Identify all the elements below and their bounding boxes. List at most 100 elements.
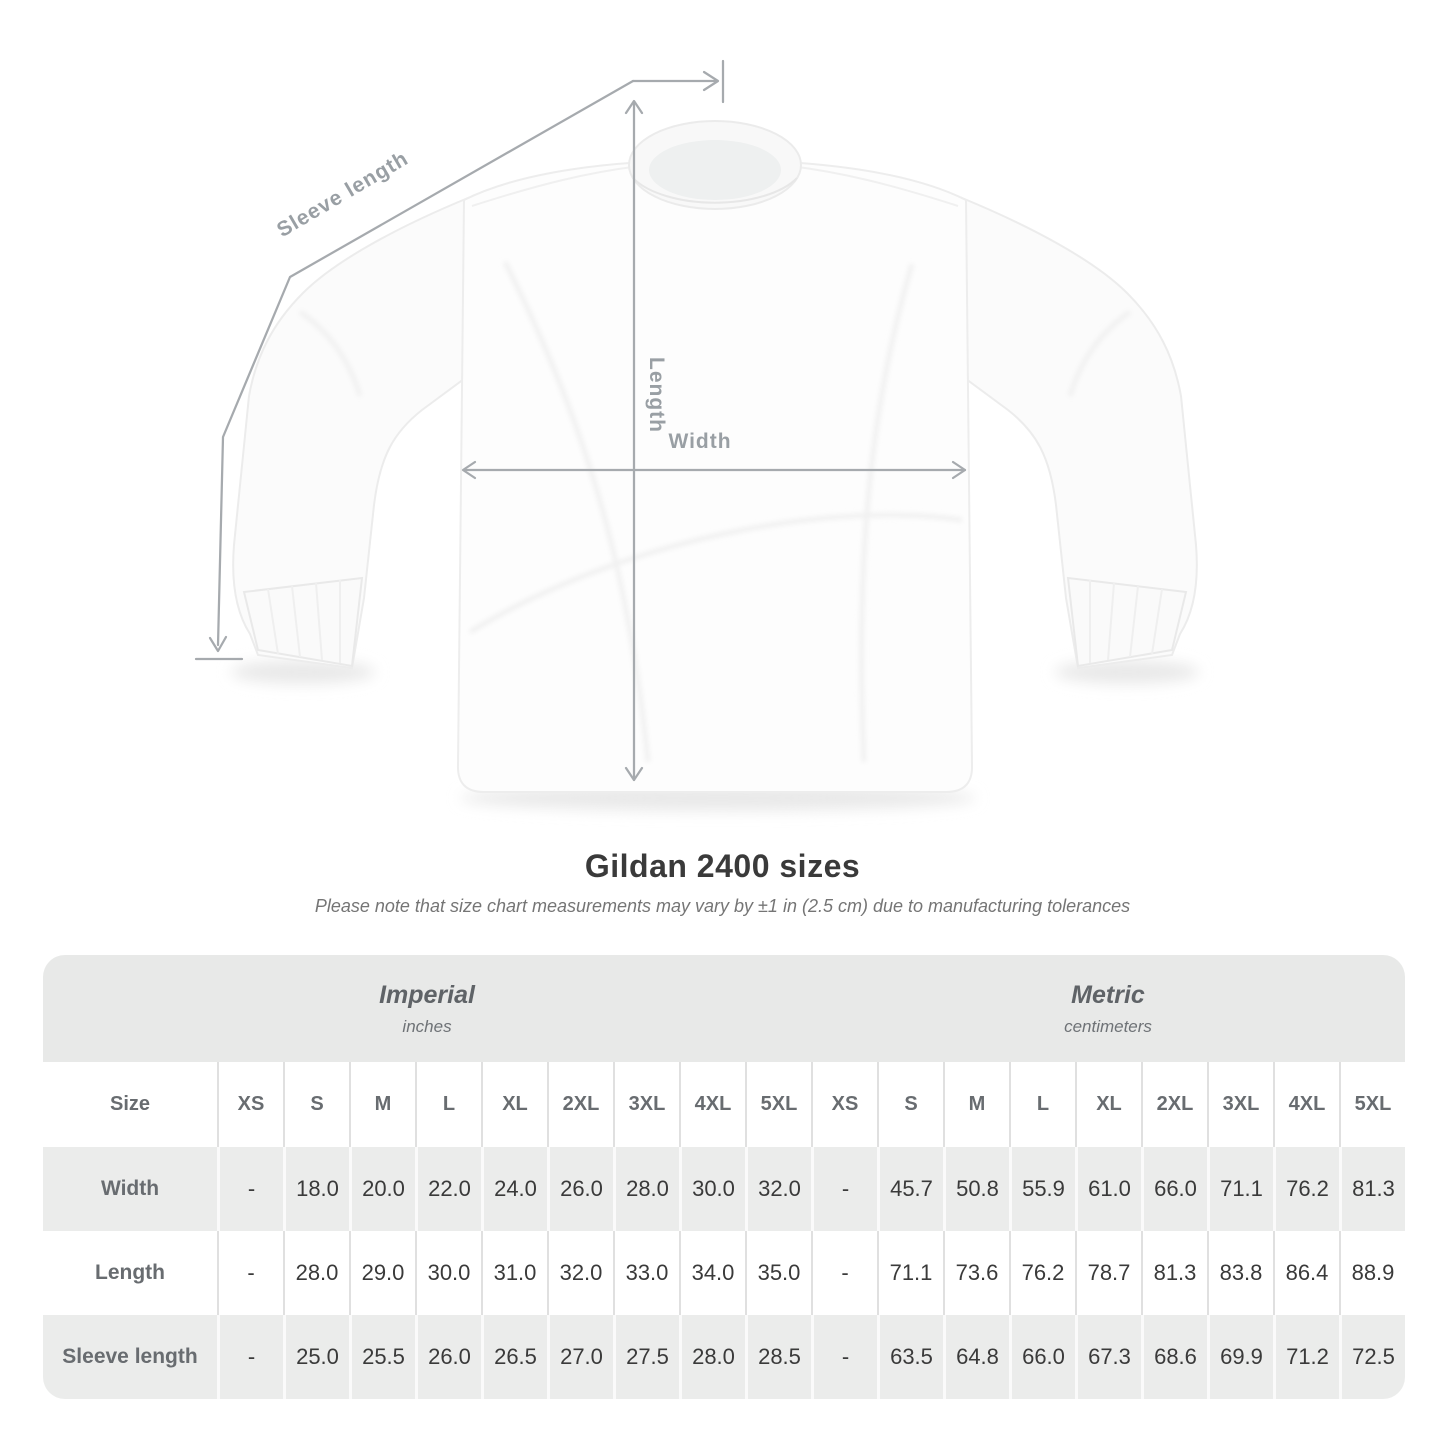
value-cell: 29.0 (349, 1231, 415, 1315)
right-cuff-ribs (1089, 580, 1163, 663)
value-cell: 66.0 (1009, 1315, 1075, 1399)
value-cell: 28.0 (613, 1147, 679, 1231)
right-cuff (1066, 576, 1188, 668)
collar (628, 120, 802, 210)
left-cuff-ribs (267, 580, 341, 663)
size-col-header: XL (1075, 1062, 1141, 1147)
value-cell: 88.9 (1339, 1231, 1405, 1315)
value-cell: 68.6 (1141, 1315, 1207, 1399)
size-col-header: M (349, 1062, 415, 1147)
left-cuff (242, 576, 364, 668)
value-cell: 22.0 (415, 1147, 481, 1231)
value-cell: - (217, 1147, 283, 1231)
neck-opening (649, 140, 781, 200)
value-cell: 27.0 (547, 1315, 613, 1399)
value-cell: 26.0 (415, 1315, 481, 1399)
row-label: Sleeve length (43, 1315, 217, 1399)
value-cell: - (217, 1231, 283, 1315)
value-cell: 24.0 (481, 1147, 547, 1231)
width-measure-line (461, 460, 967, 480)
value-cell: 30.0 (415, 1231, 481, 1315)
sleeve-length-measure-line (194, 59, 725, 661)
value-cell: 71.1 (1207, 1147, 1273, 1231)
size-col-header: 2XL (547, 1062, 613, 1147)
size-col-header: XS (811, 1062, 877, 1147)
value-cell: 71.1 (877, 1231, 943, 1315)
shirt-body (456, 158, 974, 793)
size-col-header: L (1009, 1062, 1075, 1147)
size-col-header: 4XL (1273, 1062, 1339, 1147)
size-col-header: 4XL (679, 1062, 745, 1147)
shirt-measurement-diagram: Sleeve length Length Width (194, 59, 1199, 811)
value-cell: 67.3 (1075, 1315, 1141, 1399)
left-sleeve (232, 196, 469, 670)
value-cell: 35.0 (745, 1231, 811, 1315)
length-label: Length (645, 357, 668, 433)
size-table: Imperial inches Metric centimeters Size XS S M L… (43, 955, 1405, 1399)
size-col-header: M (943, 1062, 1009, 1147)
value-cell: 31.0 (481, 1231, 547, 1315)
size-col-header: XL (481, 1062, 547, 1147)
value-cell: 20.0 (349, 1147, 415, 1231)
shoulder-seams (471, 165, 959, 207)
value-cell: - (217, 1315, 283, 1399)
value-cell: 28.5 (745, 1315, 811, 1399)
value-cell: 83.8 (1207, 1231, 1273, 1315)
size-col-header: XS (217, 1062, 283, 1147)
length-measure-line (624, 99, 644, 782)
value-cell: 32.0 (745, 1147, 811, 1231)
size-col-header: S (283, 1062, 349, 1147)
value-cell: 71.2 (1273, 1315, 1339, 1399)
value-cell: 26.5 (481, 1315, 547, 1399)
value-cell: 50.8 (943, 1147, 1009, 1231)
fabric-folds (298, 260, 1132, 763)
value-cell: 25.0 (283, 1315, 349, 1399)
value-cell: 61.0 (1075, 1147, 1141, 1231)
size-col-header: 2XL (1141, 1062, 1207, 1147)
value-cell: 27.5 (613, 1315, 679, 1399)
value-cell: 81.3 (1141, 1231, 1207, 1315)
right-sleeve (961, 196, 1198, 670)
value-cell: 55.9 (1009, 1147, 1075, 1231)
value-cell: 81.3 (1339, 1147, 1405, 1231)
unit-group-unit: inches (402, 1016, 452, 1036)
value-cell: 28.0 (283, 1231, 349, 1315)
value-cell: 25.5 (349, 1315, 415, 1399)
unit-group-name: Metric (1071, 980, 1145, 1009)
value-cell: 33.0 (613, 1231, 679, 1315)
unit-group-name: Imperial (379, 980, 475, 1009)
value-cell: 30.0 (679, 1147, 745, 1231)
unit-group-imperial: Imperial inches (43, 955, 811, 1062)
width-label: Width (668, 430, 731, 453)
value-cell: 66.0 (1141, 1147, 1207, 1231)
row-label: Length (43, 1231, 217, 1315)
size-header-label: Size (43, 1062, 217, 1147)
value-cell: 26.0 (547, 1147, 613, 1231)
value-cell: 78.7 (1075, 1231, 1141, 1315)
value-cell: 32.0 (547, 1231, 613, 1315)
page-title: Gildan 2400 sizes (584, 848, 861, 884)
value-cell: 73.6 (943, 1231, 1009, 1315)
value-cell: 28.0 (679, 1315, 745, 1399)
value-cell: 63.5 (877, 1315, 943, 1399)
size-col-header: S (877, 1062, 943, 1147)
size-col-header: 3XL (1207, 1062, 1273, 1147)
value-cell: 64.8 (943, 1315, 1009, 1399)
value-cell: - (811, 1147, 877, 1231)
value-cell: 45.7 (877, 1147, 943, 1231)
value-cell: 76.2 (1273, 1147, 1339, 1231)
value-cell: 86.4 (1273, 1231, 1339, 1315)
value-cell: 18.0 (283, 1147, 349, 1231)
value-cell: 72.5 (1339, 1315, 1405, 1399)
size-col-header: 3XL (613, 1062, 679, 1147)
value-cell: - (811, 1231, 877, 1315)
row-label: Width (43, 1147, 217, 1231)
size-col-header: L (415, 1062, 481, 1147)
tolerance-note: Please note that size chart measurements… (314, 896, 1131, 916)
unit-group-unit: centimeters (1064, 1016, 1152, 1036)
size-col-header: 5XL (745, 1062, 811, 1147)
value-cell: - (811, 1315, 877, 1399)
unit-group-metric: Metric centimeters (811, 955, 1405, 1062)
sleeve-length-label: Sleeve length (273, 147, 413, 242)
